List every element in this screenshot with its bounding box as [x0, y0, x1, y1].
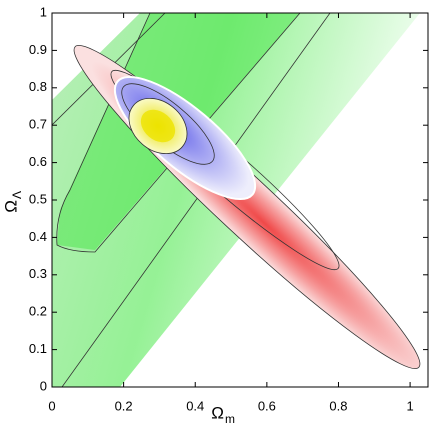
x-axis-label-sub: m: [225, 412, 235, 426]
x-tick-label: 0: [48, 398, 55, 413]
y-axis-label-sub: Λ: [10, 191, 24, 199]
x-axis-label: Ω: [211, 403, 224, 422]
y-tick-label: 0.9: [29, 42, 47, 57]
y-tick-label: 0.2: [29, 304, 47, 319]
x-tick-label: 0.4: [186, 398, 204, 413]
x-tick-label: 0.8: [329, 398, 347, 413]
y-tick-label: 0: [40, 378, 47, 393]
y-tick-label: 1: [40, 4, 47, 19]
x-tick-label: 0.6: [258, 398, 276, 413]
x-tick-label: 0.2: [115, 398, 133, 413]
y-tick-label: 0.5: [29, 191, 47, 206]
y-tick-label: 0.7: [29, 117, 47, 132]
y-axis-label: Ω: [1, 200, 20, 213]
contours: [52, 13, 421, 387]
y-tick-label: 0.3: [29, 266, 47, 281]
y-tick-label: 0.1: [29, 341, 47, 356]
x-tick-label: 1: [406, 398, 413, 413]
y-tick-label: 0.8: [29, 79, 47, 94]
y-tick-label: 0.6: [29, 154, 47, 169]
y-tick-label: 0.4: [29, 229, 47, 244]
